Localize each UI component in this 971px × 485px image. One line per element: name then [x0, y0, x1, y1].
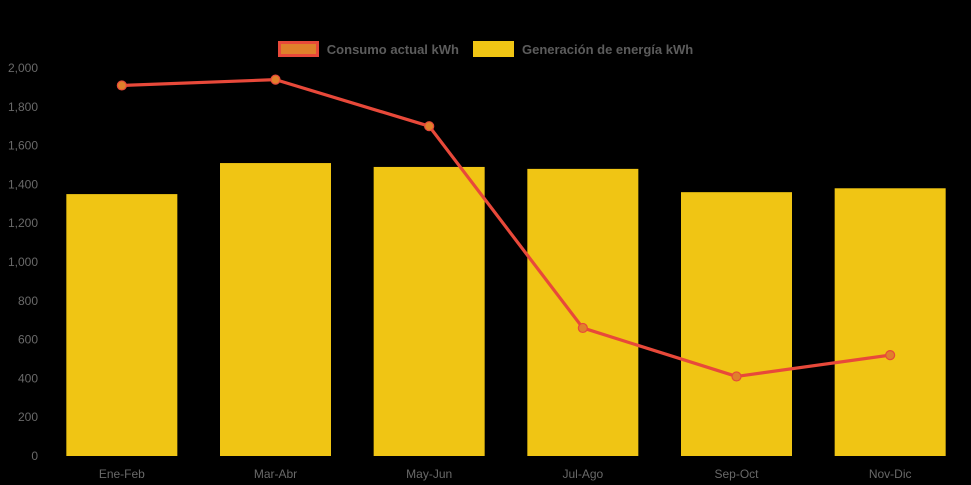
line-series-swatch-icon: [277, 41, 319, 57]
chart-legend: Consumo actual kWh Generación de energía…: [0, 41, 971, 57]
line-point-Ene-Feb[interactable]: [116, 80, 127, 91]
bar-Ene-Feb[interactable]: [66, 194, 178, 456]
y-axis-label: 1,200: [8, 216, 38, 230]
bar-Jul-Ago[interactable]: [527, 168, 639, 456]
x-axis-label: Jul-Ago: [562, 467, 603, 481]
y-axis-label: 1,600: [8, 139, 38, 153]
bar-Mar-Abr[interactable]: [220, 163, 331, 456]
x-axis-label: Sep-Oct: [714, 467, 759, 481]
y-axis-label: 800: [18, 294, 38, 308]
line-point-Mar-Abr[interactable]: [270, 74, 281, 85]
line-point-Jul-Ago[interactable]: [577, 322, 588, 334]
y-axis-label: 400: [18, 371, 38, 385]
line-point-Sep-Oct[interactable]: [731, 371, 742, 382]
y-axis-label: 1,400: [8, 177, 38, 191]
y-axis-label: 0: [31, 449, 38, 463]
consumo-line-path: [120, 78, 892, 379]
y-axis-label: 2,000: [8, 61, 38, 75]
y-axis-label: 1,000: [8, 255, 38, 269]
bar-Nov-Dic[interactable]: [834, 188, 946, 456]
line-point-May-Jun[interactable]: [424, 121, 435, 132]
legend-label-generacion: Generación de energía kWh: [521, 41, 694, 57]
bar-series-swatch-icon: [472, 41, 514, 57]
bar-May-Jun[interactable]: [373, 166, 485, 456]
y-axis-label: 1,800: [8, 100, 38, 114]
bar-Sep-Oct[interactable]: [681, 192, 792, 456]
line-point-Nov-Dic[interactable]: [885, 350, 896, 361]
y-axis-label: 200: [18, 410, 38, 424]
legend-item-generacion[interactable]: Generación de energía kWh: [472, 41, 694, 57]
x-axis-label: Ene-Feb: [99, 467, 145, 481]
legend-label-consumo: Consumo actual kWh: [326, 41, 459, 57]
y-axis-label: 600: [18, 333, 38, 347]
x-axis-label: May-Jun: [406, 467, 452, 481]
legend-item-consumo[interactable]: Consumo actual kWh: [277, 41, 459, 57]
x-axis-label: Mar-Abr: [254, 467, 297, 481]
x-axis-label: Nov-Dic: [869, 467, 912, 481]
